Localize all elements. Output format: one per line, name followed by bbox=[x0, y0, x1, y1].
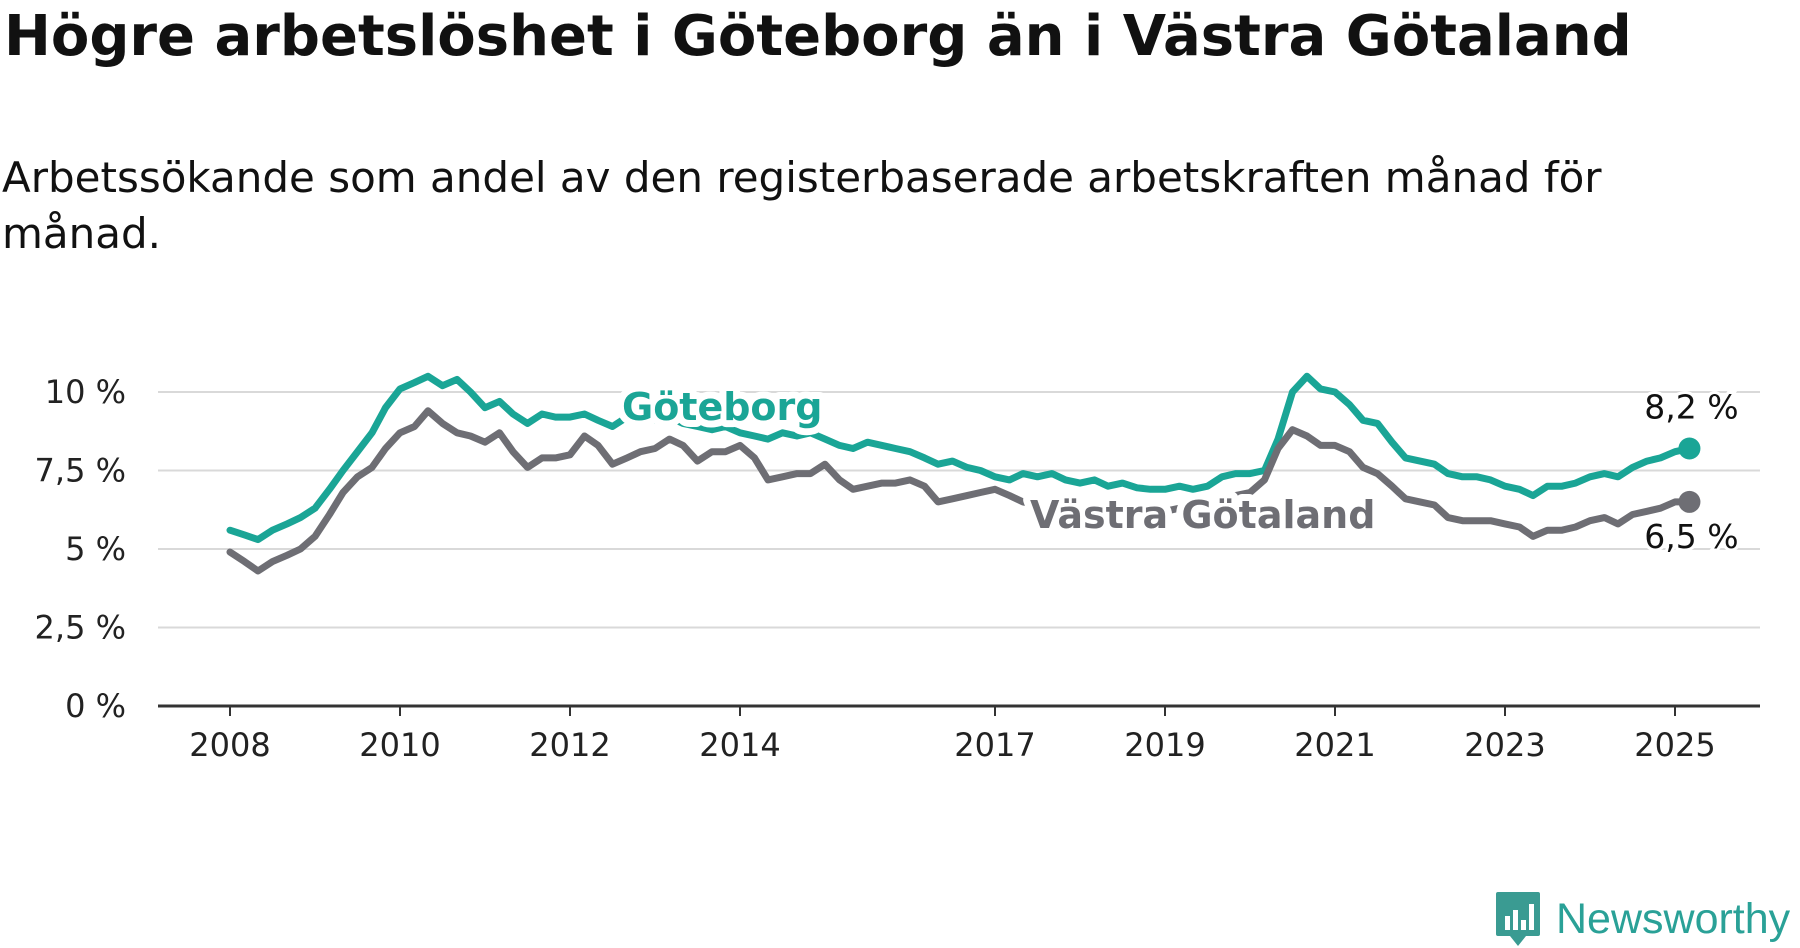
x-tick-label: 2008 bbox=[189, 726, 270, 764]
x-tick-label: 2025 bbox=[1634, 726, 1715, 764]
page-title: Högre arbetslöshet i Göteborg än i Västr… bbox=[4, 4, 1632, 69]
y-tick-label: 5 % bbox=[65, 530, 126, 568]
y-tick-label: 7,5 % bbox=[35, 452, 126, 490]
series-end-point-1 bbox=[1678, 490, 1701, 513]
x-tick-label: 2021 bbox=[1294, 726, 1375, 764]
x-tick-label: 2014 bbox=[699, 726, 780, 764]
series-name-label-1: Västra Götaland bbox=[1030, 493, 1375, 537]
grid-lines bbox=[158, 391, 1760, 629]
y-tick-label: 0 % bbox=[65, 687, 126, 725]
axis-ticks: 0 % 2,5 % 5 % 7,5 % 10 % 2008 2010 2012 2014 2017… bbox=[35, 373, 1760, 764]
series-name-label-0: Göteborg bbox=[622, 385, 822, 429]
series-end-label-1: 6,5 % bbox=[1644, 517, 1738, 556]
x-tick-label: 2010 bbox=[359, 726, 440, 764]
newsworthy-logo[interactable]: Newsworthy bbox=[1494, 890, 1790, 948]
series-end-label-0: 8,2 % bbox=[1644, 388, 1738, 427]
x-tick-label: 2019 bbox=[1124, 726, 1205, 764]
newsworthy-logo-icon bbox=[1496, 892, 1540, 946]
x-tick-label: 2017 bbox=[954, 726, 1035, 764]
page-subtitle: Arbetssökande som andel av den registerb… bbox=[2, 153, 1602, 258]
y-tick-label: 2,5 % bbox=[35, 609, 126, 647]
x-tick-label: 2023 bbox=[1464, 726, 1545, 764]
series-end-point-0 bbox=[1678, 437, 1701, 460]
y-tick-label: 10 % bbox=[45, 373, 126, 411]
series-labels: 8,2 % 6,5 % Göteborg Västra Götaland bbox=[615, 378, 1742, 559]
series-lines bbox=[226, 372, 1701, 575]
x-tick-label: 2012 bbox=[529, 726, 610, 764]
series-line-1 bbox=[226, 407, 1693, 575]
logo-text: Newsworthy bbox=[1556, 894, 1791, 943]
series-line-0 bbox=[226, 372, 1693, 544]
